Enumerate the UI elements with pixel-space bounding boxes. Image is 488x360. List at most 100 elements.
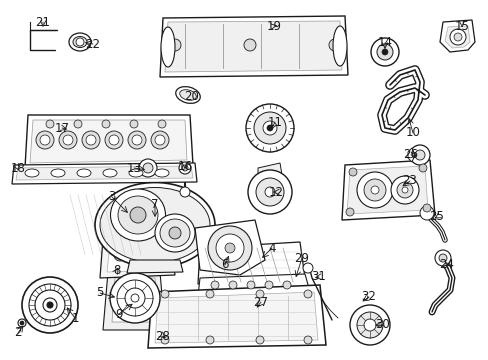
Text: 20: 20	[184, 90, 199, 103]
Text: 16: 16	[177, 161, 192, 174]
Circle shape	[18, 319, 26, 327]
Ellipse shape	[110, 189, 165, 241]
Circle shape	[47, 302, 53, 308]
Circle shape	[422, 204, 430, 212]
Circle shape	[356, 172, 392, 208]
Circle shape	[82, 131, 100, 149]
Circle shape	[117, 280, 153, 316]
Circle shape	[114, 249, 126, 261]
Circle shape	[161, 290, 169, 298]
Ellipse shape	[161, 27, 175, 67]
Circle shape	[304, 290, 311, 298]
Text: 7: 7	[151, 198, 159, 211]
Circle shape	[109, 135, 119, 145]
Circle shape	[63, 135, 73, 145]
Text: 17: 17	[54, 122, 69, 135]
Circle shape	[396, 182, 412, 198]
Circle shape	[370, 38, 398, 66]
Circle shape	[207, 226, 251, 270]
Circle shape	[224, 243, 235, 253]
Circle shape	[348, 168, 356, 176]
Circle shape	[449, 29, 465, 45]
Circle shape	[132, 135, 142, 145]
Text: 3: 3	[108, 190, 116, 203]
Polygon shape	[195, 220, 264, 275]
Circle shape	[244, 39, 256, 51]
Text: 32: 32	[361, 291, 376, 303]
Polygon shape	[155, 292, 317, 343]
Text: 12: 12	[268, 185, 283, 198]
Circle shape	[256, 290, 264, 298]
Circle shape	[253, 112, 285, 144]
Ellipse shape	[160, 219, 190, 247]
Circle shape	[180, 187, 190, 197]
Text: 6: 6	[221, 258, 228, 271]
Ellipse shape	[332, 26, 346, 66]
Circle shape	[169, 39, 181, 51]
Circle shape	[205, 336, 214, 344]
Circle shape	[139, 249, 151, 261]
Circle shape	[246, 281, 254, 289]
Circle shape	[370, 186, 378, 194]
Circle shape	[418, 164, 426, 172]
Text: 4: 4	[268, 242, 275, 255]
Circle shape	[264, 187, 274, 197]
Circle shape	[264, 281, 272, 289]
Polygon shape	[346, 166, 427, 214]
Text: 31: 31	[311, 270, 326, 284]
Circle shape	[102, 120, 110, 128]
Text: 11: 11	[267, 116, 282, 129]
Ellipse shape	[175, 87, 200, 103]
Ellipse shape	[69, 33, 91, 51]
Circle shape	[158, 120, 165, 128]
Circle shape	[381, 49, 387, 55]
Circle shape	[131, 294, 139, 302]
Text: 28: 28	[155, 329, 170, 342]
Polygon shape	[160, 16, 347, 77]
Polygon shape	[444, 26, 469, 48]
Text: 2: 2	[14, 327, 21, 339]
Polygon shape	[30, 120, 186, 163]
Polygon shape	[100, 238, 175, 278]
Text: 8: 8	[113, 264, 121, 276]
Circle shape	[409, 145, 429, 165]
Circle shape	[414, 150, 424, 160]
Ellipse shape	[51, 169, 65, 177]
Circle shape	[110, 273, 160, 323]
Circle shape	[36, 131, 54, 149]
Circle shape	[376, 44, 392, 60]
Circle shape	[356, 312, 382, 338]
Circle shape	[256, 178, 284, 206]
Circle shape	[20, 321, 24, 325]
Ellipse shape	[155, 169, 169, 177]
Text: 1: 1	[71, 311, 79, 324]
Circle shape	[390, 176, 418, 204]
Text: 9: 9	[115, 307, 122, 320]
Text: 21: 21	[36, 15, 50, 28]
Polygon shape	[12, 163, 197, 184]
Text: 14: 14	[377, 36, 392, 49]
Text: 10: 10	[405, 126, 420, 139]
Circle shape	[157, 255, 167, 265]
Circle shape	[161, 336, 169, 344]
Ellipse shape	[103, 169, 117, 177]
Ellipse shape	[100, 188, 209, 262]
Polygon shape	[439, 20, 474, 52]
Ellipse shape	[118, 196, 158, 234]
Polygon shape	[112, 278, 158, 322]
Circle shape	[328, 39, 340, 51]
Circle shape	[22, 277, 78, 333]
Polygon shape	[164, 21, 341, 72]
Circle shape	[169, 227, 181, 239]
Text: 22: 22	[85, 37, 101, 50]
Circle shape	[130, 207, 146, 223]
Ellipse shape	[73, 36, 87, 48]
Polygon shape	[148, 285, 325, 348]
Polygon shape	[16, 166, 193, 180]
Circle shape	[40, 135, 50, 145]
Text: 18: 18	[11, 162, 25, 175]
Circle shape	[453, 33, 461, 41]
Circle shape	[179, 162, 191, 174]
Polygon shape	[258, 163, 282, 178]
Text: 13: 13	[126, 162, 141, 175]
